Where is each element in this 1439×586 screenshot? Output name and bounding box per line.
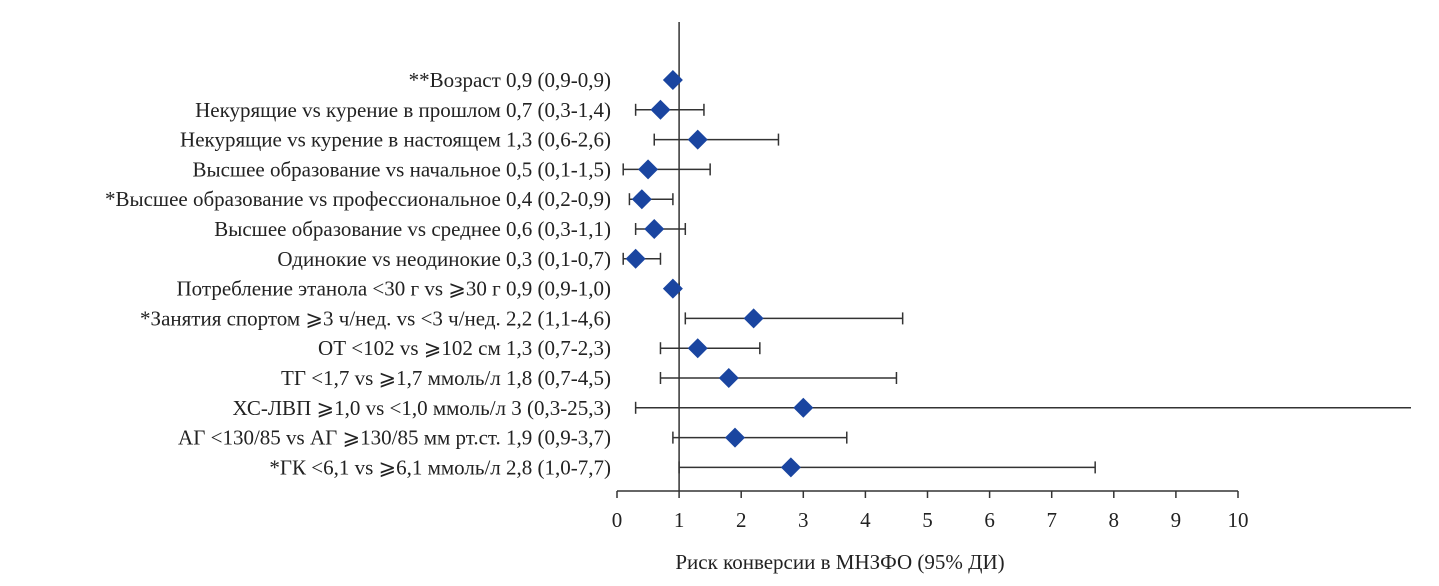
row-label: Некурящие vs курение в прошлом 0,7 (0,3-… [195,98,611,122]
markers-layer [625,70,814,478]
x-tick-label: 2 [736,508,747,532]
x-axis-title: Риск конверсии в МНЗФО (95% ДИ) [675,550,1004,574]
x-tick-label: 4 [860,508,871,532]
point-estimate-diamond [718,368,739,388]
point-estimate-diamond [662,278,683,299]
point-estimate-diamond [625,248,646,269]
row-label: Высшее образование vs среднее 0,6 (0,3-1… [214,217,611,241]
row-label: Одинокие vs неодинокие 0,3 (0,1-0,7) [277,247,611,271]
row-label: **Возраст 0,9 (0,9-0,9) [409,68,611,92]
point-estimate-diamond [687,338,708,359]
point-estimate-diamond [662,70,683,90]
row-label: Высшее образование vs начальное 0,5 (0,1… [193,157,612,181]
row-label: ХС-ЛВП ⩾1,0 vs <1,0 ммоль/л 3 (0,3-25,3) [232,396,611,420]
point-estimate-diamond [724,427,745,448]
x-tick-label: 7 [1046,508,1057,532]
x-tick-label: 10 [1228,508,1249,532]
point-estimate-diamond [650,99,671,120]
x-tick-label: 0 [612,508,623,532]
x-ticks: 0 1 2 3 4 5 6 7 8 9 10 [612,491,1249,532]
row-label: Некурящие vs курение в настоящем 1,3 (0,… [180,128,611,152]
row-label: *Высшее образование vs профессиональное … [105,187,611,211]
point-estimate-diamond [638,159,659,180]
x-tick-label: 1 [674,508,685,532]
point-estimate-diamond [631,189,652,210]
x-tick-label: 3 [798,508,809,532]
point-estimate-diamond [793,397,814,418]
x-tick-label: 8 [1109,508,1120,532]
point-estimate-diamond [687,129,708,150]
row-label: ОТ <102 vs ⩾102 см 1,3 (0,7-2,3) [318,336,611,360]
row-label: *Занятия спортом ⩾3 ч/нед. vs <3 ч/нед. … [140,306,611,330]
x-tick-label: 5 [922,508,933,532]
row-label: ТГ <1,7 vs ⩾1,7 ммоль/л 1,8 (0,7-4,5) [281,366,611,390]
rows-layer: **Возраст 0,9 (0,9-0,9) Некурящие vs куре… [105,68,1411,479]
x-tick-label: 6 [984,508,995,532]
point-estimate-diamond [644,219,665,239]
row-label: *ГК <6,1 vs ⩾6,1 ммоль/л 2,8 (1,0-7,7) [269,455,611,479]
point-estimate-diamond [780,457,801,478]
row-label: АГ <130/85 vs АГ ⩾130/85 мм рт.ст. 1,9 (… [178,426,611,450]
row-label: Потребление этанола <30 г vs ⩾30 г 0,9 (… [177,277,612,301]
point-estimate-diamond [743,308,764,329]
x-tick-label: 9 [1171,508,1182,532]
